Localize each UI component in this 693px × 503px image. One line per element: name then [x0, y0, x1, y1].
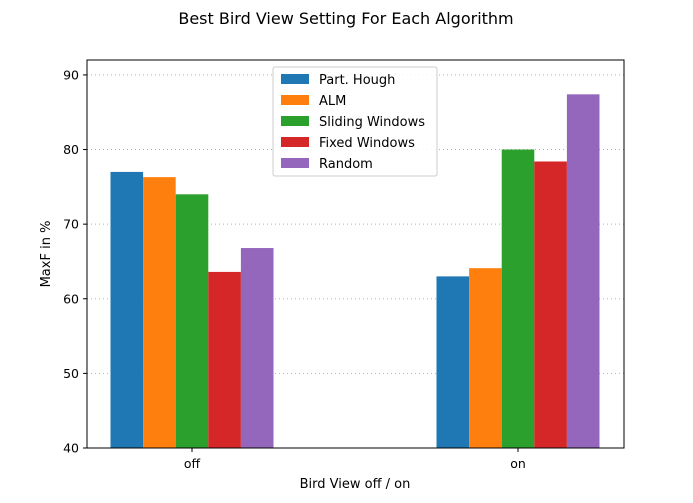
y-tick-label: 60 [63, 291, 79, 306]
legend-box [272, 66, 438, 177]
legend-swatch [281, 158, 309, 168]
x-tick-label: off [184, 456, 201, 471]
bar-sliding-windows-off [175, 194, 209, 448]
y-axis: 40 50 60 70 80 90 [63, 67, 87, 456]
plot-frame [86, 59, 625, 449]
legend-label: Sliding Windows [319, 115, 425, 130]
x-axis-label: Bird View off / on [300, 477, 411, 492]
y-tick-label: 50 [63, 366, 79, 381]
bar-random-on [566, 94, 600, 449]
legend-swatch [281, 95, 309, 105]
legend-label: Random [319, 157, 373, 172]
y-axis-label: MaxF in % [39, 221, 54, 288]
y-tick-label: 80 [63, 142, 79, 157]
legend-swatch [281, 116, 309, 126]
legend: Part. Hough ALM Sliding Windows Fixed Windo… [272, 66, 438, 177]
bar-sliding-windows-on [501, 149, 535, 449]
bar-fixed-windows-on [534, 161, 567, 448]
bar-alm-on [469, 268, 502, 448]
y-tick-label: 70 [63, 217, 79, 232]
x-axis: off on [184, 448, 526, 471]
bars [110, 94, 600, 449]
bar-part-hough-off [110, 171, 144, 448]
bar-random-off [240, 248, 274, 448]
legend-label: Part. Hough [319, 73, 395, 88]
x-tick-label: on [510, 456, 526, 471]
legend-label: Fixed Windows [319, 136, 415, 151]
bar-part-hough-on [436, 276, 470, 448]
legend-swatch [281, 74, 309, 84]
y-tick-label: 90 [63, 67, 79, 82]
bar-alm-off [143, 177, 176, 448]
legend-label: ALM [319, 94, 346, 109]
bar-fixed-windows-off [208, 271, 241, 448]
y-tick-label: 40 [63, 441, 79, 456]
chart-title: Best Bird View Setting For Each Algorith… [178, 9, 513, 28]
legend-swatch [281, 137, 309, 147]
